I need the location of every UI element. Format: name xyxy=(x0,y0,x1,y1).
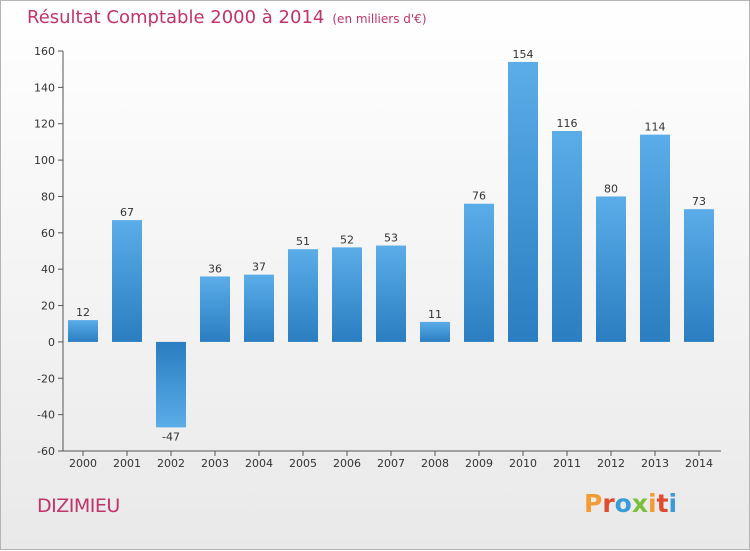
logo-letter: i xyxy=(668,489,678,518)
data-label-2002: -47 xyxy=(162,430,180,443)
logo-letter: i xyxy=(648,489,657,518)
bar-2011[interactable] xyxy=(552,131,582,342)
bar-2000[interactable] xyxy=(68,320,98,342)
data-label-2001: 67 xyxy=(120,206,134,219)
data-label-2008: 11 xyxy=(428,308,442,321)
chart-title: Résultat Comptable 2000 à 2014 (en millie… xyxy=(27,7,427,28)
data-label-2003: 36 xyxy=(208,262,222,275)
y-tick-label: 160 xyxy=(34,45,55,58)
data-label-2005: 51 xyxy=(296,235,310,248)
logo-letter: o xyxy=(614,489,632,518)
x-tick-label: 2013 xyxy=(641,457,669,470)
bar-2002[interactable] xyxy=(156,341,186,428)
x-tick-label: 2004 xyxy=(245,457,273,470)
bar-2012[interactable] xyxy=(596,196,626,342)
bar-2003[interactable] xyxy=(200,276,230,342)
data-label-2010: 154 xyxy=(513,48,534,61)
x-tick-label: 2008 xyxy=(421,457,449,470)
chart-axes: -60 -40 -20 0 20 40 60 80 100 120 140 160 2000 2001 20… xyxy=(34,45,721,470)
logo-letter: t xyxy=(656,489,669,518)
x-tick-label: 2007 xyxy=(377,457,405,470)
x-tick-label: 2010 xyxy=(509,457,537,470)
data-label-2006: 52 xyxy=(340,233,354,246)
x-tick-label: 2006 xyxy=(333,457,361,470)
data-label-2000: 12 xyxy=(76,306,90,319)
chart-data-labels: 12 67 -47 36 37 51 52 53 11 76 154 116 80 114 73 xyxy=(76,48,706,443)
bar-2001[interactable] xyxy=(112,220,142,342)
logo-letter: x xyxy=(631,489,648,518)
logo-letter: r xyxy=(602,489,615,518)
x-tick-label: 2003 xyxy=(201,457,229,470)
x-tick-label: 2014 xyxy=(685,457,713,470)
y-tick-label: 140 xyxy=(34,81,55,94)
bar-2008[interactable] xyxy=(420,321,450,342)
bar-2014[interactable] xyxy=(684,209,714,342)
bar-2005[interactable] xyxy=(288,249,318,342)
y-tick-label: 80 xyxy=(41,190,55,203)
proxiti-logo[interactable]: Proxiti xyxy=(584,489,677,518)
x-tick-label: 2005 xyxy=(289,457,317,470)
y-tick-label: -40 xyxy=(37,409,55,422)
y-tick-label: -60 xyxy=(37,445,55,458)
data-label-2004: 37 xyxy=(252,261,266,274)
y-tick-label: 40 xyxy=(41,263,55,276)
chart-bars xyxy=(68,61,714,428)
data-label-2009: 76 xyxy=(472,190,486,203)
y-tick-label: 120 xyxy=(34,118,55,131)
data-label-2011: 116 xyxy=(557,117,578,130)
x-tick-label: 2001 xyxy=(113,457,141,470)
bar-2009[interactable] xyxy=(464,203,494,342)
logo-letter: P xyxy=(584,489,603,518)
x-tick-label: 2009 xyxy=(465,457,493,470)
y-tick-label: 60 xyxy=(41,227,55,240)
bar-2006[interactable] xyxy=(332,247,362,342)
data-label-2007: 53 xyxy=(384,232,398,245)
chart-subtitle: (en milliers d'€) xyxy=(332,12,427,26)
bar-2007[interactable] xyxy=(376,245,406,342)
x-tick-label: 2000 xyxy=(69,457,97,470)
y-tick-label: 100 xyxy=(34,154,55,167)
x-tick-label: 2012 xyxy=(597,457,625,470)
y-tick-label: 0 xyxy=(48,336,55,349)
town-name: DIZIMIEU xyxy=(37,495,120,517)
chart-title-text: Résultat Comptable 2000 à 2014 xyxy=(27,7,325,28)
bar-2010[interactable] xyxy=(508,61,538,342)
data-label-2014: 73 xyxy=(692,195,706,208)
bar-2013[interactable] xyxy=(640,134,670,342)
data-label-2013: 114 xyxy=(645,121,666,134)
y-tick-label: 20 xyxy=(41,300,55,313)
data-label-2012: 80 xyxy=(604,182,618,195)
y-tick-label: -20 xyxy=(37,372,55,385)
x-tick-label: 2011 xyxy=(553,457,581,470)
x-tick-label: 2002 xyxy=(157,457,185,470)
bar-2004[interactable] xyxy=(244,274,274,342)
